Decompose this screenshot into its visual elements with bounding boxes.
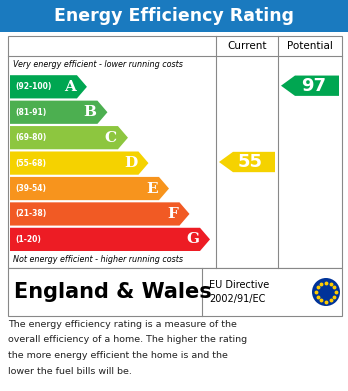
Text: Very energy efficient - lower running costs: Very energy efficient - lower running co…	[13, 60, 183, 69]
Text: A: A	[64, 80, 76, 94]
Text: C: C	[105, 131, 117, 145]
Text: Not energy efficient - higher running costs: Not energy efficient - higher running co…	[13, 255, 183, 264]
Text: G: G	[186, 232, 199, 246]
Polygon shape	[10, 126, 128, 149]
Polygon shape	[281, 75, 339, 96]
Polygon shape	[10, 151, 149, 175]
Polygon shape	[10, 228, 210, 251]
Polygon shape	[10, 203, 190, 226]
Text: (21-38): (21-38)	[15, 210, 46, 219]
Text: (69-80): (69-80)	[15, 133, 46, 142]
Polygon shape	[219, 152, 275, 172]
Text: 2002/91/EC: 2002/91/EC	[209, 294, 266, 304]
Text: EU Directive: EU Directive	[209, 280, 269, 290]
Text: the more energy efficient the home is and the: the more energy efficient the home is an…	[8, 351, 228, 360]
Text: B: B	[84, 105, 96, 119]
Polygon shape	[10, 75, 87, 99]
Text: overall efficiency of a home. The higher the rating: overall efficiency of a home. The higher…	[8, 335, 247, 344]
Text: F: F	[168, 207, 179, 221]
Text: Current: Current	[227, 41, 267, 51]
Bar	[8, 268, 342, 316]
Text: The energy efficiency rating is a measure of the: The energy efficiency rating is a measur…	[8, 320, 237, 329]
Polygon shape	[10, 177, 169, 200]
Text: E: E	[147, 181, 158, 196]
Text: England & Wales: England & Wales	[14, 282, 212, 302]
Text: 55: 55	[238, 153, 263, 171]
Text: 97: 97	[301, 77, 326, 95]
Text: (55-68): (55-68)	[15, 159, 46, 168]
Text: lower the fuel bills will be.: lower the fuel bills will be.	[8, 366, 132, 375]
Polygon shape	[10, 100, 108, 124]
Text: (81-91): (81-91)	[15, 108, 46, 117]
Bar	[8, 36, 342, 268]
Text: (39-54): (39-54)	[15, 184, 46, 193]
Text: Potential: Potential	[287, 41, 333, 51]
Circle shape	[312, 278, 340, 306]
Text: (92-100): (92-100)	[15, 83, 52, 91]
Text: Energy Efficiency Rating: Energy Efficiency Rating	[54, 7, 294, 25]
Text: D: D	[124, 156, 137, 170]
Bar	[0, 0, 348, 32]
Text: (1-20): (1-20)	[15, 235, 41, 244]
